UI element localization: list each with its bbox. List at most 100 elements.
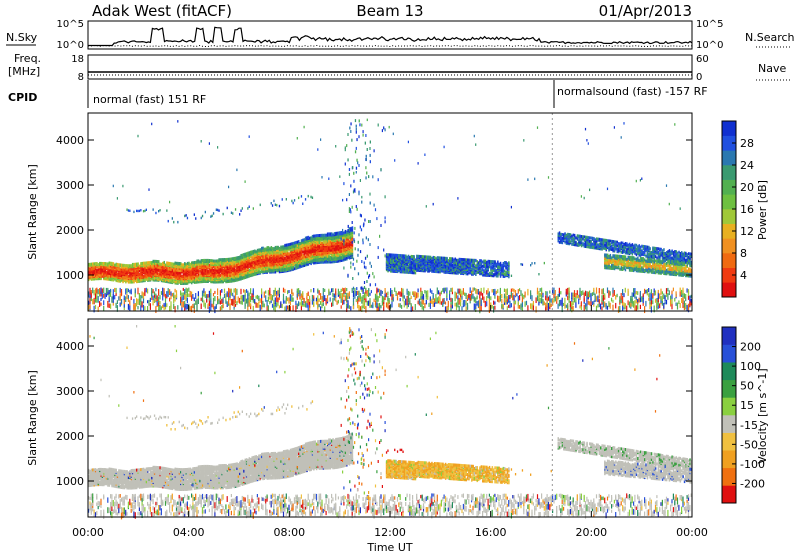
scatter-cell bbox=[111, 296, 113, 303]
scatter-cell bbox=[256, 248, 259, 252]
scatter-cell bbox=[343, 266, 345, 270]
scatter-cell bbox=[324, 233, 326, 237]
scatter-cell bbox=[219, 264, 222, 267]
scatter-cell bbox=[376, 217, 378, 221]
scatter-cell bbox=[212, 265, 215, 269]
scatter-cell bbox=[167, 288, 169, 293]
scatter-cell bbox=[107, 262, 109, 266]
scatter-cell bbox=[443, 256, 445, 260]
scatter-cell bbox=[221, 289, 223, 293]
scatter-cell bbox=[201, 290, 204, 296]
scatter-cell bbox=[278, 246, 281, 250]
scatter-cell bbox=[107, 287, 109, 293]
scatter-cell bbox=[219, 290, 221, 296]
scatter-cell bbox=[432, 202, 434, 206]
scatter-cell bbox=[274, 290, 276, 296]
scatter-cell bbox=[182, 269, 185, 273]
scatter-cell bbox=[228, 185, 230, 189]
scatter-cell bbox=[406, 266, 408, 270]
scatter-cell bbox=[174, 306, 176, 313]
scatter-cell bbox=[204, 302, 206, 309]
scatter-cell bbox=[193, 303, 195, 309]
scatter-cell bbox=[304, 255, 307, 259]
scatter-cell bbox=[380, 289, 382, 297]
scatter-cell bbox=[169, 289, 171, 295]
scatter-cell bbox=[363, 281, 366, 284]
scatter-cell bbox=[119, 295, 121, 301]
scatter-cell bbox=[234, 208, 237, 211]
scatter-cell bbox=[162, 287, 164, 295]
scatter-cell bbox=[361, 195, 363, 199]
scatter-cell bbox=[173, 279, 175, 282]
scatter-cell bbox=[156, 295, 158, 302]
scatter-cell bbox=[125, 264, 127, 268]
scatter-cell bbox=[219, 306, 221, 311]
scatter-cell bbox=[352, 286, 355, 290]
scatter-cell bbox=[342, 254, 344, 258]
scatter-cell bbox=[344, 287, 346, 293]
scatter-cell bbox=[92, 262, 94, 266]
scatter-cell bbox=[182, 301, 184, 308]
scatter-cell bbox=[274, 297, 276, 304]
scatter-cell bbox=[373, 298, 375, 302]
scatter-cell bbox=[247, 207, 249, 210]
scatter-cell bbox=[269, 255, 271, 259]
scatter-cell bbox=[256, 302, 258, 308]
scatter-cell bbox=[182, 292, 184, 296]
scatter-cell bbox=[267, 289, 269, 296]
scatter-cell bbox=[101, 292, 103, 299]
scatter-cell bbox=[129, 273, 131, 277]
scatter-cell bbox=[185, 263, 187, 267]
scatter-cell bbox=[144, 288, 146, 295]
scatter-cell bbox=[302, 202, 304, 205]
scatter-cell bbox=[277, 289, 279, 296]
cpid-left-program: normal (fast) 151 RF bbox=[93, 93, 206, 106]
scatter-cell bbox=[123, 303, 125, 308]
scatter-cell bbox=[177, 272, 179, 276]
scatter-cell bbox=[226, 266, 229, 270]
scatter-cell bbox=[329, 255, 332, 259]
scatter-cell bbox=[115, 262, 117, 266]
scatter-cell bbox=[118, 296, 120, 301]
scatter-cell bbox=[250, 288, 252, 295]
scatter-cell bbox=[244, 301, 246, 307]
scatter-cell bbox=[110, 303, 112, 309]
scatter-cell bbox=[193, 271, 196, 275]
scatter-cell bbox=[335, 231, 337, 235]
scatter-cell bbox=[225, 265, 227, 268]
scatter-cell bbox=[442, 298, 444, 303]
scatter-cell bbox=[293, 241, 296, 245]
scatter-cell bbox=[158, 289, 160, 296]
scatter-cell bbox=[195, 272, 197, 276]
scatter-cell bbox=[208, 259, 211, 262]
nsky-strip: N.Sky 10^5 10^0 10^5 10^0 N.Search bbox=[6, 19, 795, 51]
scatter-cell bbox=[130, 279, 133, 283]
scatter-cell bbox=[211, 259, 213, 263]
scatter-cell bbox=[414, 291, 416, 299]
scatter-cell bbox=[120, 299, 123, 304]
scatter-cell bbox=[377, 246, 379, 250]
scatter-cell bbox=[399, 298, 401, 302]
scatter-cell bbox=[114, 263, 116, 267]
scatter-cell bbox=[361, 260, 363, 263]
scatter-cell bbox=[184, 303, 186, 308]
scatter-cell bbox=[298, 288, 300, 294]
scatter-cell bbox=[361, 123, 363, 127]
scatter-cell bbox=[115, 292, 117, 296]
scatter-cell bbox=[103, 300, 105, 306]
scatter-cell bbox=[112, 266, 115, 270]
scatter-cell bbox=[219, 300, 221, 305]
scatter-cell bbox=[199, 260, 201, 264]
scatter-cell bbox=[118, 263, 120, 267]
scatter-cell bbox=[425, 205, 427, 208]
scatter-cell bbox=[362, 288, 364, 292]
scatter-cell bbox=[114, 295, 116, 300]
scatter-cell bbox=[402, 293, 404, 298]
scatter-cell bbox=[432, 293, 434, 299]
scatter-cell bbox=[188, 261, 190, 265]
scatter-cell bbox=[105, 270, 108, 274]
scatter-cell bbox=[225, 293, 227, 300]
scatter-cell bbox=[324, 295, 326, 299]
scatter-cell bbox=[181, 296, 183, 303]
scatter-cell bbox=[212, 212, 215, 215]
